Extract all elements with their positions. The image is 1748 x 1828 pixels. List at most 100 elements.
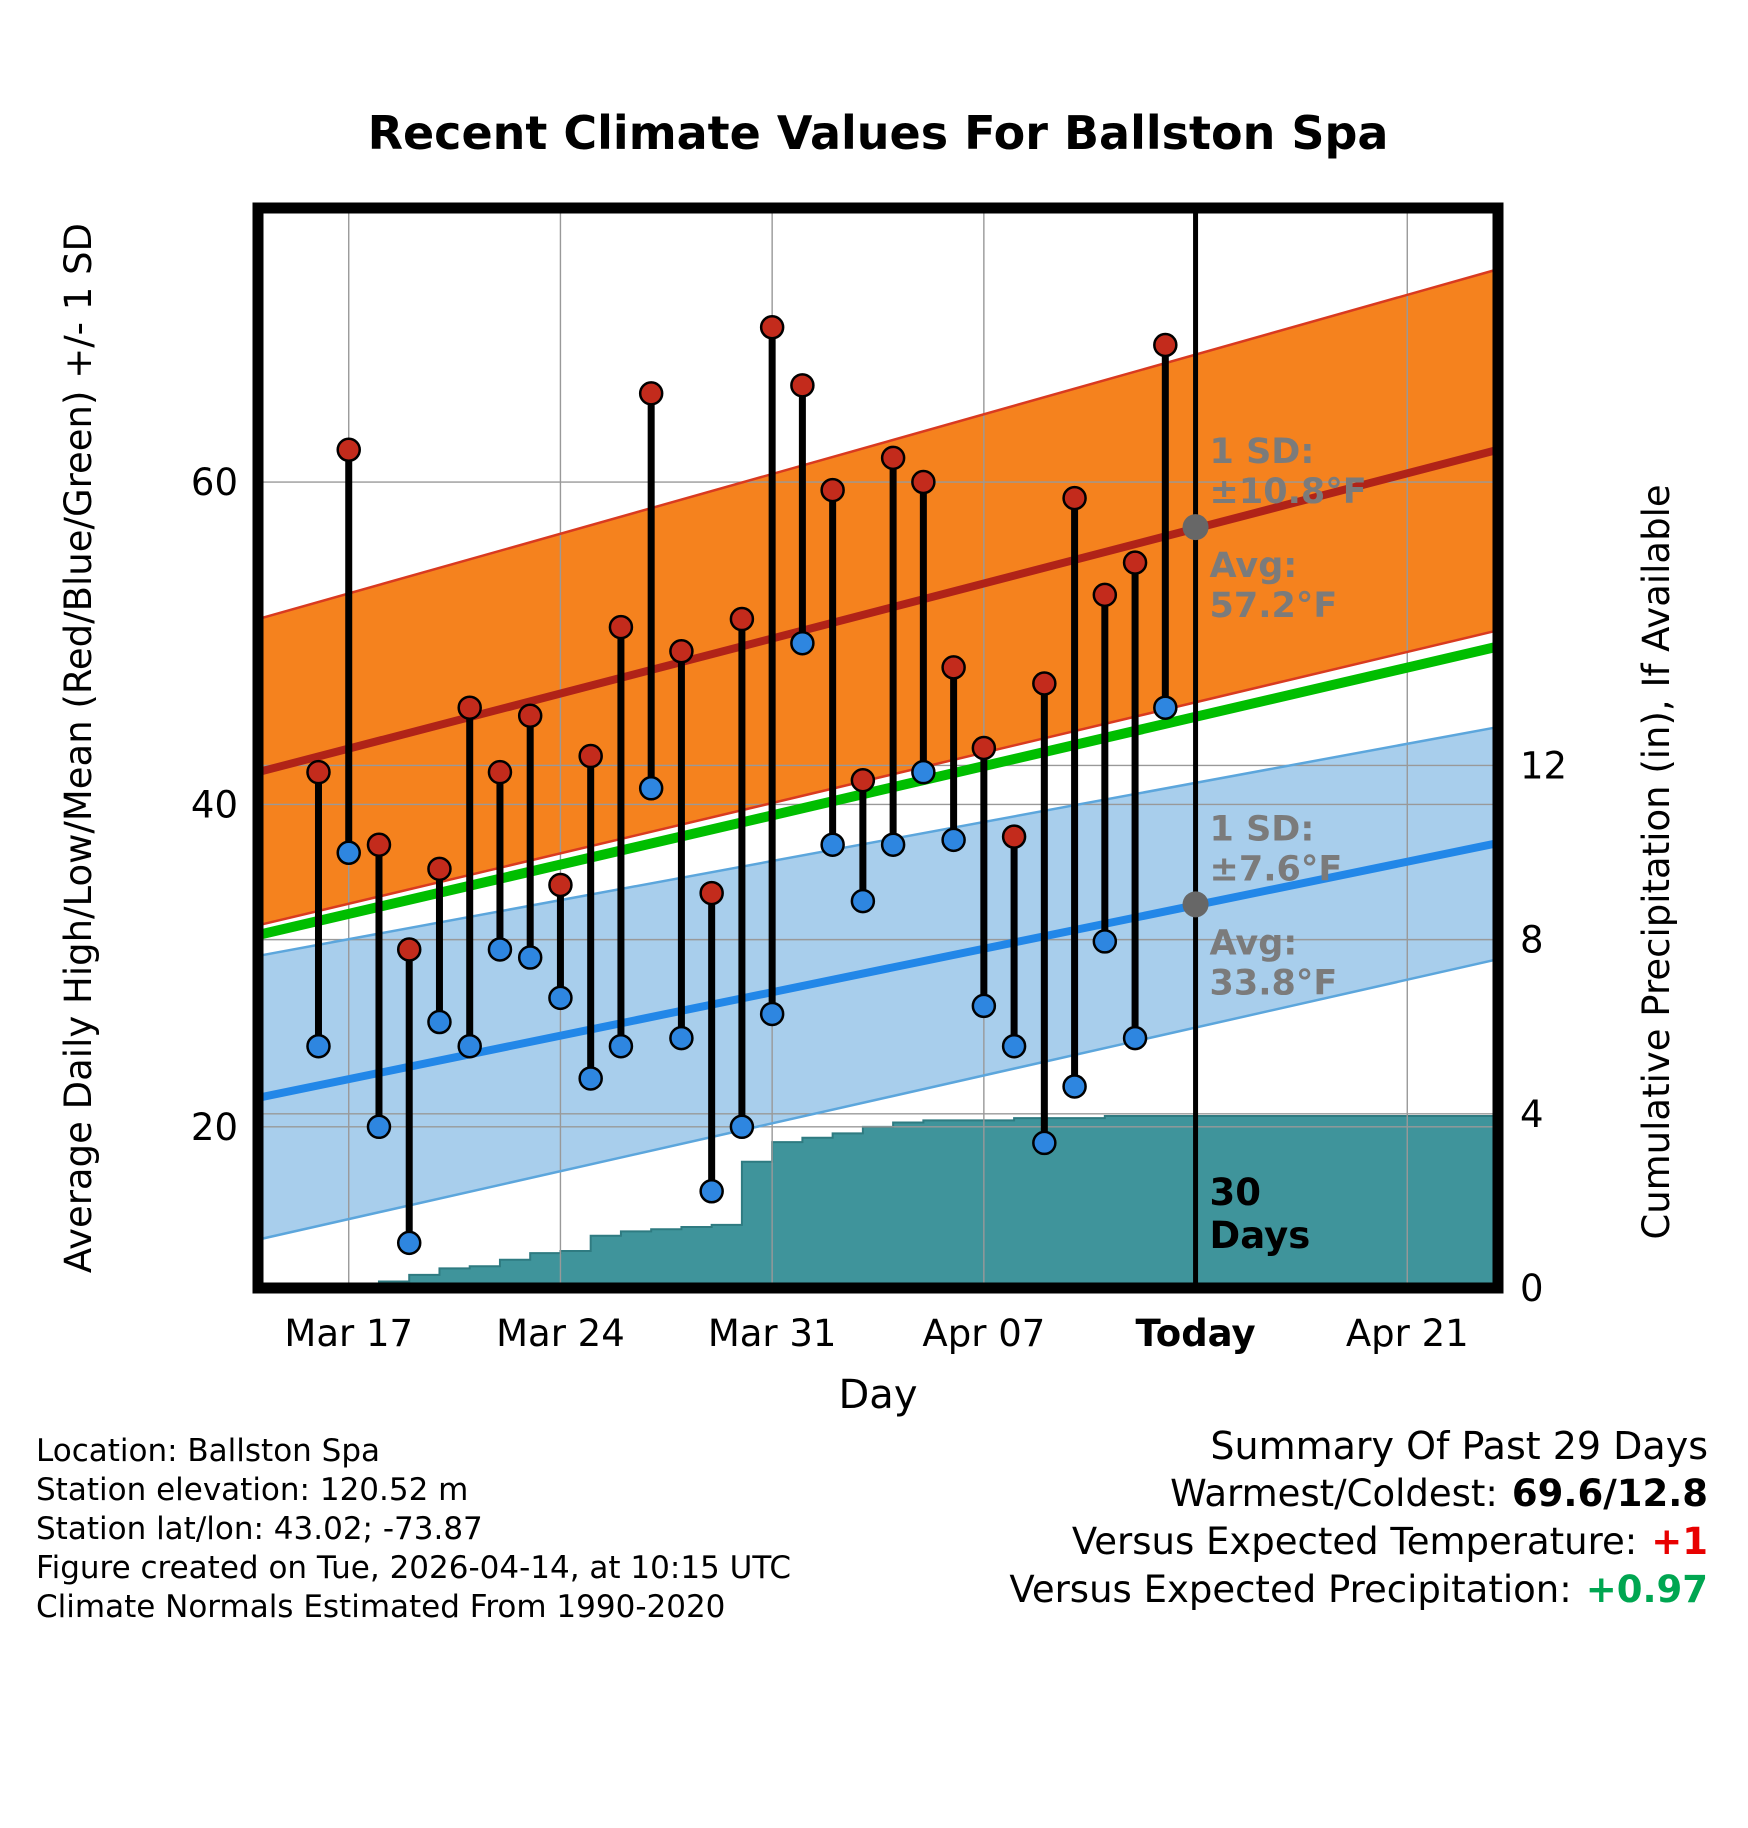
daily-low-dot	[729, 1114, 755, 1140]
high-annotation-sd-value: ±10.8°F	[1210, 472, 1367, 512]
daily-low-dot	[548, 985, 573, 1011]
daily-high-dot	[638, 381, 664, 406]
daily-low-dot	[517, 945, 543, 970]
daily-low-dot	[850, 888, 876, 914]
daily-high-dot	[971, 735, 997, 761]
daily-high-dot	[1062, 485, 1087, 511]
daily-high-dot	[487, 759, 513, 785]
daily-low-dot	[427, 1009, 452, 1035]
summary-label: Versus Expected Temperature:	[1071, 1520, 1638, 1563]
date-tick-label: Mar 17	[284, 1312, 413, 1355]
station-info: Location: Ballston Spa Station elevation…	[36, 1432, 791, 1627]
daily-high-dot	[1092, 582, 1118, 608]
daily-high-dot	[1153, 332, 1178, 358]
daily-high-dot	[911, 469, 936, 495]
daily-high-dot	[759, 315, 785, 340]
low-annotation-sd-value: ±7.6°F	[1210, 849, 1343, 889]
climate-normals-note: Climate Normals Estimated From 1990-2020	[36, 1589, 726, 1625]
daily-high-dot	[790, 373, 815, 398]
temp-tick-label: 40	[191, 783, 238, 826]
summary-label: Versus Expected Precipitation:	[1009, 1568, 1572, 1611]
daily-low-dot	[1122, 1025, 1148, 1051]
daily-high-dot	[699, 880, 724, 906]
summary-vs-temperature: Versus Expected Temperature: +1	[1009, 1518, 1708, 1566]
summary-warmest-coldest: Warmest/Coldest: 69.6/12.8	[1009, 1470, 1708, 1518]
daily-high-dot	[578, 743, 603, 769]
summary-panel: Summary Of Past 29 Days Warmest/Coldest:…	[1009, 1422, 1708, 1614]
high-annotation-avg-label: Avg:	[1210, 546, 1298, 586]
daily-low-dot	[911, 759, 936, 785]
low-annotation-avg-label: Avg:	[1210, 923, 1298, 963]
daily-high-dot	[336, 437, 361, 463]
daily-high-dot	[457, 695, 482, 720]
high-annotation-avg-dot	[1182, 514, 1209, 541]
high-band-top-edge	[257, 268, 1499, 621]
summary-heading: Summary Of Past 29 Days	[1210, 1424, 1708, 1468]
daily-high-dot	[548, 872, 573, 898]
daily-low-dot	[669, 1025, 694, 1051]
duration-label: Days	[1210, 1214, 1311, 1257]
high-annotation-avg-value: 57.2°F	[1210, 586, 1338, 626]
daily-low-dot	[396, 1230, 422, 1256]
low-annotation-sd-label: 1 SD:	[1210, 809, 1315, 849]
mean-line	[256, 641, 1500, 940]
daily-low-dot	[820, 832, 845, 857]
high-annotation-sd-label: 1 SD:	[1210, 432, 1315, 472]
station-elevation: Station elevation: 120.52 m	[36, 1472, 469, 1508]
temp-tick-label: 20	[191, 1106, 238, 1149]
daily-low-dot	[790, 630, 815, 656]
summary-vs-precipitation: Versus Expected Precipitation: +0.97	[1009, 1566, 1708, 1614]
daily-high-dot	[517, 703, 543, 729]
summary-value: +0.97	[1585, 1568, 1708, 1611]
daily-high-dot	[941, 655, 966, 680]
summary-value: +1	[1651, 1520, 1708, 1563]
daily-high-dot	[396, 937, 422, 962]
daily-high-dot	[427, 856, 452, 882]
high-band-bottom-edge	[257, 629, 1499, 927]
daily-low-dot	[1153, 695, 1178, 720]
daily-low-dot	[1001, 1033, 1027, 1059]
daily-high-dot	[366, 832, 392, 857]
daily-high-dot	[729, 606, 755, 632]
daily-low-dot	[306, 1033, 331, 1059]
station-location: Location: Ballston Spa	[36, 1433, 381, 1469]
daily-low-dot	[608, 1033, 634, 1059]
precip-tick-label: 8	[1520, 919, 1544, 962]
precip-area	[258, 1114, 1499, 1289]
daily-low-dot	[699, 1179, 724, 1204]
precip-tick-label: 12	[1520, 744, 1567, 787]
low-normal-band	[258, 727, 1498, 1240]
station-latlon: Station lat/lon: 43.02; -73.87	[36, 1511, 483, 1547]
low-band-bottom-edge	[257, 957, 1499, 1241]
daily-low-dot	[1062, 1074, 1087, 1099]
low-annotation-avg-dot	[1182, 891, 1209, 918]
low-annotation-avg-value: 33.8°F	[1210, 963, 1338, 1003]
daily-low-dot	[366, 1114, 392, 1140]
date-tick-label: Apr 07	[922, 1312, 1045, 1355]
daily-low-dot	[457, 1033, 482, 1059]
daily-low-dot	[1092, 929, 1118, 954]
daily-high-dot	[880, 445, 906, 471]
daily-low-dot	[880, 832, 906, 857]
daily-low-dot	[941, 827, 966, 853]
date-tick-label: Today	[1135, 1312, 1255, 1355]
plot-border	[252, 202, 1504, 1294]
duration-label: 30	[1210, 1171, 1262, 1214]
daily-low-dot	[759, 1001, 785, 1027]
daily-low-dot	[487, 937, 513, 962]
daily-high-dot	[850, 767, 876, 793]
summary-value: 69.6/12.8	[1511, 1472, 1708, 1515]
daily-low-dot	[336, 840, 361, 866]
chart-title: Recent Climate Values For Ballston Spa	[367, 106, 1389, 160]
daily-high-dot	[306, 759, 331, 785]
date-tick-label: Apr 21	[1346, 1312, 1469, 1355]
summary-label: Warmest/Coldest:	[1170, 1472, 1498, 1515]
daily-high-dot	[608, 614, 634, 640]
daily-low-dot	[578, 1066, 603, 1091]
precip-tick-label: 0	[1520, 1267, 1544, 1310]
date-tick-label: Mar 24	[496, 1312, 625, 1355]
daily-high-dot	[1122, 550, 1148, 575]
daily-high-dot	[669, 639, 694, 664]
